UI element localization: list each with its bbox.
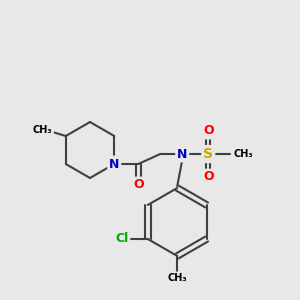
Text: CH₃: CH₃ bbox=[167, 273, 187, 283]
Text: Cl: Cl bbox=[115, 232, 128, 245]
Text: O: O bbox=[203, 170, 214, 184]
Text: CH₃: CH₃ bbox=[233, 149, 253, 159]
Text: O: O bbox=[203, 124, 214, 137]
Text: CH₃: CH₃ bbox=[33, 125, 52, 135]
Text: N: N bbox=[109, 158, 119, 170]
Text: N: N bbox=[177, 148, 188, 160]
Text: O: O bbox=[133, 178, 144, 191]
Text: S: S bbox=[203, 147, 213, 161]
